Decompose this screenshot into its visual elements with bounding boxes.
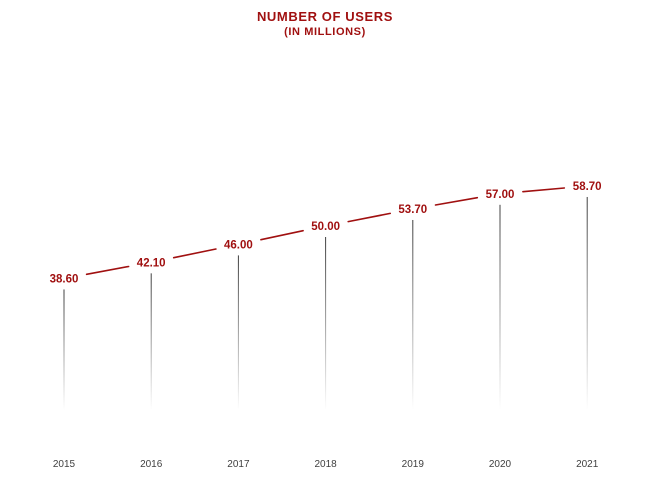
drop-line-2016: [150, 273, 152, 410]
line-segment-2018-2019: [347, 212, 392, 223]
data-label-2016: 42.10: [137, 257, 166, 269]
drop-line-2020: [499, 204, 501, 410]
line-segment-2017-2018: [260, 229, 304, 241]
line-segment-2020-2021: [522, 187, 566, 193]
data-label-2015: 38.60: [50, 273, 79, 285]
x-tick-2019: 2019: [402, 459, 425, 470]
x-tick-2015: 2015: [53, 459, 76, 470]
data-label-2019: 53.70: [398, 204, 427, 216]
x-tick-2016: 2016: [140, 459, 163, 470]
data-label-2017: 46.00: [224, 239, 253, 251]
x-tick-2021: 2021: [576, 459, 599, 470]
chart-subtitle: (IN MILLIONS): [284, 26, 366, 38]
line-segment-2016-2017: [172, 248, 217, 259]
x-tick-2020: 2020: [489, 459, 512, 470]
drop-line-2015: [63, 289, 65, 410]
line-segment-2015-2016: [85, 265, 130, 276]
drop-line-2019: [412, 219, 414, 410]
chart-title: NUMBER OF USERS: [256, 9, 394, 24]
data-label-2018: 50.00: [311, 221, 340, 233]
x-tick-2017: 2017: [227, 459, 250, 470]
series-line: [85, 187, 566, 276]
data-label-2021: 58.70: [573, 181, 602, 193]
drop-line-2021: [586, 196, 588, 410]
line-segment-2019-2020: [434, 196, 479, 206]
x-axis-tick-labels: 2015 2016 2017 2018 2019 2020 2021: [53, 459, 599, 470]
data-label-2020: 57.00: [486, 189, 515, 201]
data-labels: 38.60 42.10 46.00 50.00 53.70 57.00 58.70: [50, 181, 602, 285]
x-tick-2018: 2018: [314, 459, 337, 470]
drop-lines: [63, 196, 588, 410]
drop-line-2017: [237, 255, 239, 410]
drop-line-2018: [325, 237, 327, 410]
